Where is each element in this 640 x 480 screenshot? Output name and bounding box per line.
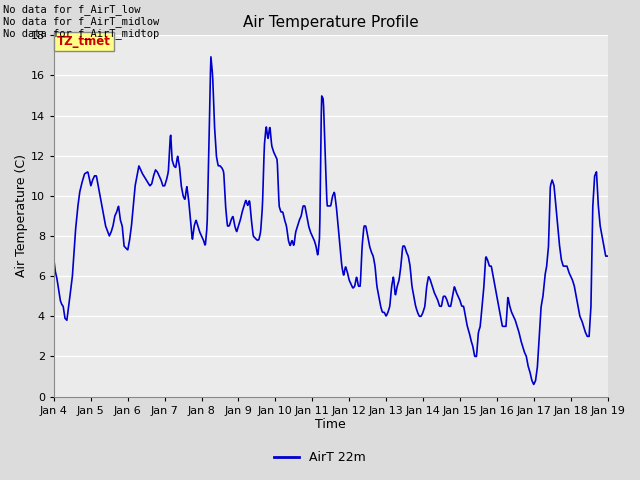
Text: No data for f_AirT_midtop: No data for f_AirT_midtop [3, 28, 159, 39]
Legend: AirT 22m: AirT 22m [269, 446, 371, 469]
Title: Air Temperature Profile: Air Temperature Profile [243, 15, 419, 30]
Text: No data for f_AirT_low: No data for f_AirT_low [3, 4, 141, 15]
Y-axis label: Air Temperature (C): Air Temperature (C) [15, 155, 28, 277]
Text: TZ_tmet: TZ_tmet [57, 36, 111, 48]
X-axis label: Time: Time [316, 419, 346, 432]
Text: No data for f_AirT_midlow: No data for f_AirT_midlow [3, 16, 159, 27]
